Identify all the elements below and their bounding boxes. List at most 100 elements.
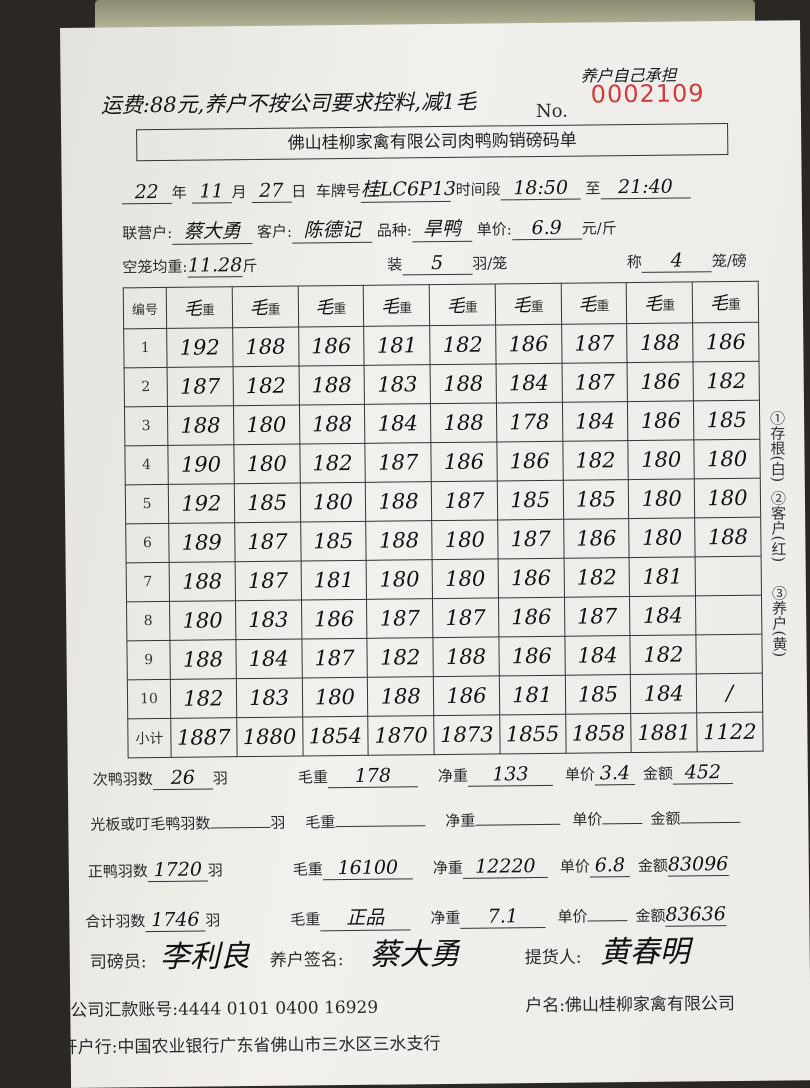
plate-value: 桂LC6P13 [360, 173, 456, 203]
breed-value: 旱鸭 [411, 213, 473, 243]
table-row: 7 188 187 181 180 180 186 182 181 [126, 556, 762, 602]
row-number: 4 [124, 445, 169, 485]
farmer-value: 蔡大勇 [172, 215, 253, 245]
weight-cell: 189 [168, 522, 235, 563]
account-name: 佛山桂柳家禽有限公司 [564, 993, 736, 1016]
count-value: 26 [152, 766, 213, 791]
weight-cell: 182 [170, 678, 237, 719]
gross-weight-header: 毛重 [363, 284, 430, 327]
gross-value: 178 [327, 764, 419, 789]
weight-cell: 187 [167, 366, 234, 407]
header-hand: 毛 [446, 295, 465, 317]
weight-cell: 188 [430, 402, 497, 443]
cage-label: 空笼均重: [122, 257, 188, 277]
weight-cell: 188 [626, 322, 694, 363]
header-hand: 毛 [709, 293, 729, 315]
summary-row: 正鸭羽数 1720 羽 毛重 16100 净重 12220 单价 6.8 金额83096 [88, 853, 729, 883]
handwritten-note: 运费:88元,养户不按公司要求控料,减1毛 [100, 89, 477, 118]
weight-table: 编号 毛重 毛重 毛重 毛重 毛重 毛重 毛重 毛重 毛重 1 192 188 186 181 182 186… [123, 281, 764, 759]
unit-price-label: 单价 [572, 810, 603, 829]
subtotal-label: 小计 [127, 718, 172, 758]
header-hand: 毛 [578, 294, 597, 316]
gross-value: 正品 [320, 902, 411, 932]
summary-label: 次鸭羽数 [92, 770, 153, 789]
customer-label: 客户: [256, 222, 293, 241]
weight-cell: 187 [234, 561, 302, 601]
row-number: 5 [125, 484, 169, 524]
amount-label: 金额 [642, 764, 674, 783]
weight-cell: 180 [629, 517, 696, 558]
account-line: 公司汇款账号:4444 0101 0400 16929 [70, 993, 378, 1021]
weighing-slip: 运费:88元,养户不按公司要求控料,减1毛 养户自己承担 No. 0002109… [60, 20, 810, 1088]
copy-label-stub: ①存根(白) [768, 410, 787, 483]
amount-label: 金额 [637, 856, 668, 875]
farmer-label: 联营户: [122, 223, 173, 243]
count-unit: 羽 [270, 813, 286, 832]
gross-label: 毛重 [297, 768, 329, 787]
gross-weight-header: 毛重 [560, 282, 627, 325]
net-value: 7.1 [460, 904, 546, 929]
header-hand: 毛 [512, 295, 531, 317]
weight-cell: 184 [495, 363, 563, 403]
weight-cell: 188 [232, 327, 299, 367]
weight-cell: 188 [365, 481, 432, 522]
weight-cell: 188 [432, 636, 500, 677]
weight-cell: 188 [367, 676, 434, 717]
weight-cell: 187 [497, 519, 564, 559]
gross-weight-header: 毛重 [166, 286, 233, 329]
header-print: 重 [464, 300, 478, 316]
table-row: 10 182 183 180 188 186 181 185 184/ [127, 673, 763, 719]
weight-cell: 192 [168, 483, 235, 524]
time-from: 18:50 [500, 176, 581, 201]
weight-cell: 180 [299, 482, 366, 523]
count-value: 1720 [147, 858, 208, 883]
weight-cell: 184 [630, 673, 697, 714]
net-value [475, 823, 561, 826]
bank-name: 中国农业银行广东省佛山市三水区三水支行 [117, 1034, 441, 1058]
weight-cell: 187 [561, 323, 628, 364]
day-label: 日 [291, 182, 307, 201]
gross-label: 毛重 [290, 910, 321, 929]
header-hand: 毛 [249, 297, 268, 320]
header-print: 重 [333, 302, 347, 318]
row-number: 1 [123, 328, 168, 368]
weight-cell: 183 [364, 364, 431, 405]
weight-cell: 192 [166, 327, 233, 368]
weight-cell [695, 595, 762, 635]
weight-cell: 182 [429, 324, 496, 365]
pickup-signature: 黄春明 [599, 934, 690, 971]
count-unit: 羽 [207, 861, 223, 880]
number-header: 编号 [123, 287, 167, 329]
farmer-signature: 蔡大勇 [369, 936, 460, 973]
subtotal-row: 小计 1887 1880 1854 1870 1873 1855 1858 1881 1122 [127, 712, 764, 758]
date-line: 22 年 11 月 27 日 车牌号桂LC6P13 时间段 18:50 至 21:40 [121, 171, 691, 205]
weight-cell: 184 [629, 595, 697, 636]
weight-cell: 180 [366, 559, 433, 600]
gross-weight-header: 毛重 [297, 285, 364, 328]
weight-cell: 182 [563, 557, 630, 598]
row-number: 8 [126, 601, 170, 641]
header-print: 重 [530, 299, 544, 316]
weight-cell: 180 [233, 405, 300, 445]
amount-value: 83636 [665, 903, 726, 927]
weight-cell: 181 [629, 556, 696, 597]
time-to: 21:40 [600, 175, 691, 200]
row-number: 7 [126, 562, 170, 602]
summary-row: 次鸭羽数 26 羽 毛重 178 净重 133 单价 3.4 金额 452 [92, 760, 734, 791]
weight-cell: 188 [298, 365, 365, 406]
amount-label: 金额 [635, 906, 666, 926]
weight-cell: 180 [169, 600, 236, 641]
table-row: 8 180 183 186 187 187 186 187 184 [126, 595, 762, 641]
weight-cell: 185 [693, 400, 760, 440]
weight-cell: 186 [497, 558, 565, 598]
cage-line: 空笼均重:11.28斤 装 5 羽/笼 称 4 笼/磅 [122, 249, 747, 279]
subtotal-cell: 1854 [302, 716, 369, 756]
header-print: 重 [267, 302, 281, 318]
weight-cell: 183 [236, 678, 303, 718]
weight-cell: 186 [627, 361, 694, 402]
row-number: 3 [124, 406, 168, 446]
weight-cell: 180 [233, 444, 300, 484]
time-label: 时间段 [455, 180, 501, 199]
weight-cell: 184 [564, 635, 631, 676]
table-row: 5 192 185 180 188 187 185 185 180 180 [125, 478, 761, 524]
